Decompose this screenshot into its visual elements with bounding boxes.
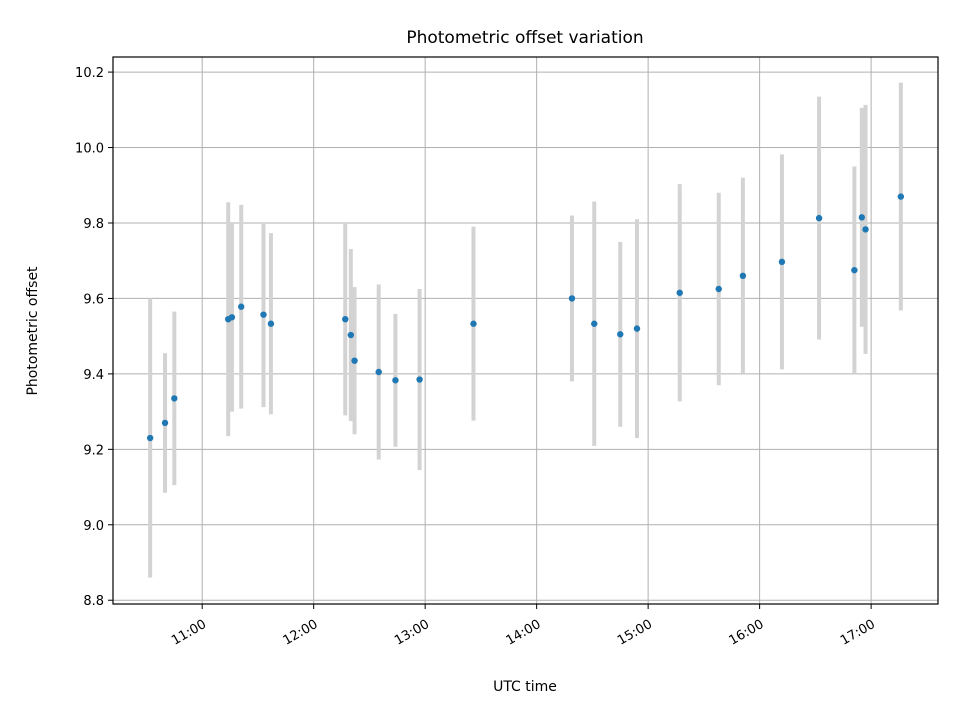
grid — [113, 57, 938, 604]
data-point — [171, 395, 178, 402]
data-point — [568, 295, 576, 302]
data-point — [228, 314, 236, 321]
data-point — [591, 320, 598, 327]
data-point — [851, 266, 858, 274]
plot-frame — [112, 56, 939, 605]
data-markers — [146, 193, 905, 442]
y-tick-label: 10.2 — [75, 66, 104, 81]
y-tick-label: 9.2 — [83, 443, 104, 458]
data-point — [267, 320, 275, 327]
data-point — [392, 377, 399, 384]
y-tick-label: 9.4 — [83, 368, 104, 383]
data-point — [633, 325, 641, 332]
data-point — [351, 357, 358, 364]
y-tick-label: 9.6 — [83, 292, 104, 307]
chart-title: Photometric offset variation — [406, 28, 643, 48]
data-point — [862, 226, 869, 233]
data-point — [260, 311, 267, 318]
data-point — [146, 434, 154, 442]
data-point — [715, 285, 722, 293]
data-point — [238, 303, 245, 310]
data-point — [676, 289, 683, 296]
y-tick-label: 9.8 — [83, 217, 104, 232]
y-axis-ticks: 8.8 9.0 9.2 9.4 9.6 9.8 10.0 10.2 — [75, 66, 113, 609]
data-point — [342, 315, 349, 323]
x-axis-label: UTC time — [493, 679, 557, 695]
y-tick-label: 10.0 — [75, 142, 104, 157]
data-point — [416, 376, 423, 383]
y-tick-label: 8.8 — [83, 594, 104, 609]
data-point — [778, 258, 786, 266]
y-axis-label: Photometric offset — [25, 266, 41, 396]
y-tick-label: 9.0 — [83, 519, 104, 534]
data-point — [470, 320, 477, 327]
data-point — [739, 272, 747, 279]
data-point — [897, 193, 905, 200]
data-point — [161, 419, 169, 427]
data-point — [347, 331, 355, 339]
data-point — [858, 214, 866, 221]
data-point — [375, 368, 382, 376]
data-point — [617, 331, 624, 338]
data-point — [815, 214, 823, 222]
